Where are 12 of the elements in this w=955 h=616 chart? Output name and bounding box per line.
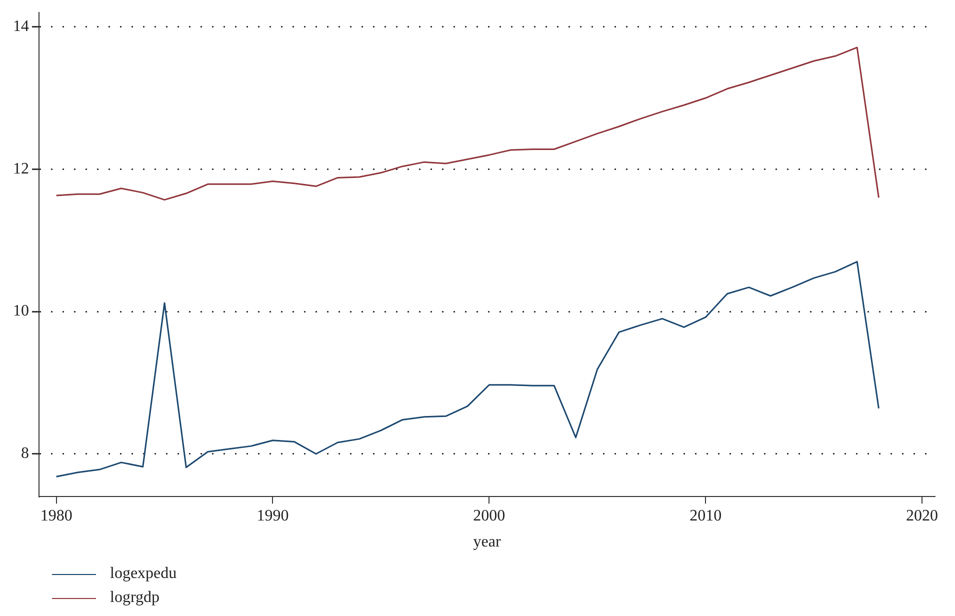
x-tick-label: 2000 — [473, 507, 506, 524]
x-tick-label: 2010 — [690, 507, 722, 524]
y-tick-label: 12 — [13, 160, 29, 178]
y-tick-label: 8 — [21, 445, 29, 462]
x-tick-label: 1980 — [40, 507, 72, 524]
x-tick-label: 1990 — [256, 507, 289, 524]
x-axis-title: year — [473, 534, 502, 551]
legend-label: logexpedu — [110, 565, 177, 583]
legend-label: logrgdp — [110, 589, 160, 607]
y-tick-label: 14 — [13, 18, 29, 36]
x-tick-label: 2020 — [906, 507, 938, 524]
y-tick-label: 10 — [13, 302, 29, 320]
